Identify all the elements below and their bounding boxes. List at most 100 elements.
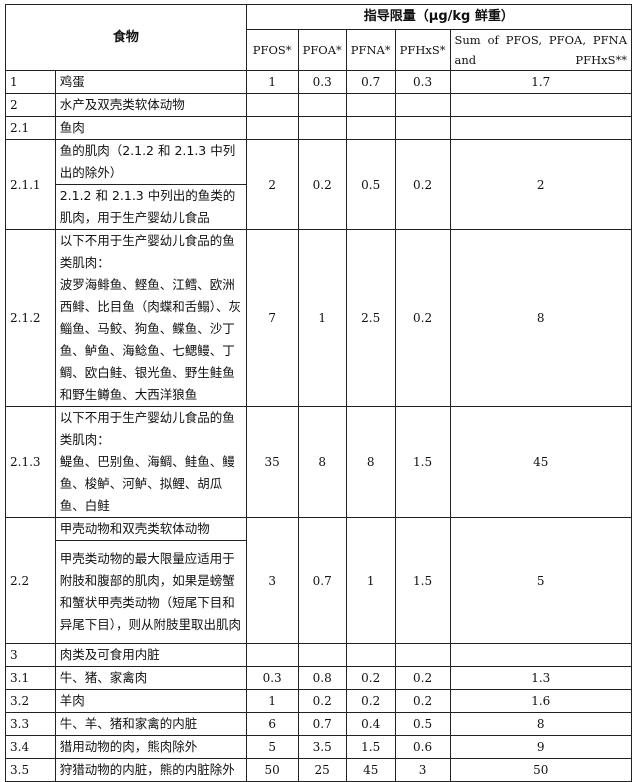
food-name: 水产及双壳类软体动物 bbox=[54, 93, 247, 117]
col-pfoa: PFOA* bbox=[297, 29, 347, 71]
food-name: 以下不用于生产婴幼儿食品的鱼类肌肉： bbox=[59, 233, 235, 270]
value-cell: 0.2 bbox=[394, 229, 451, 407]
value-cell: 3.5 bbox=[297, 735, 347, 759]
table-row: 2.1 鱼肉 bbox=[5, 116, 632, 140]
value-cell: 0.2 bbox=[345, 689, 396, 713]
food-name: 肉类及可食用内脏 bbox=[54, 643, 247, 667]
value-cell: 2 bbox=[449, 139, 632, 230]
value-cell: 1 bbox=[245, 70, 299, 94]
value-cell: 9 bbox=[449, 735, 632, 759]
table-row: 3.4 猎用动物的肉，熊肉除外 5 3.5 1.5 0.6 9 bbox=[5, 735, 632, 759]
limit-header: 指导限量（μg/kg 鲜重） bbox=[245, 4, 632, 30]
value-cell: 5 bbox=[245, 735, 299, 759]
food-name: 鱼的肌肉（2.1.2 和 2.1.3 中列出的除外） bbox=[54, 139, 247, 185]
row-id: 2.1.2 bbox=[5, 229, 56, 407]
value-cell: 3 bbox=[245, 517, 299, 644]
value-cell: 25 bbox=[297, 758, 347, 782]
value-cell: 1.5 bbox=[394, 517, 451, 644]
food-name: 牛、羊、猪和家禽的内脏 bbox=[54, 712, 247, 736]
value-cell: 0.2 bbox=[394, 689, 451, 713]
value-cell: 0.8 bbox=[297, 666, 347, 690]
food-name: 鱼肉 bbox=[54, 116, 247, 140]
value-cell: 0.5 bbox=[394, 712, 451, 736]
food-name: 羊肉 bbox=[54, 689, 247, 713]
food-header: 食物 bbox=[5, 4, 247, 71]
value-cell bbox=[449, 116, 632, 140]
value-cell bbox=[345, 93, 396, 117]
row-id: 2.2 bbox=[5, 517, 56, 644]
value-cell: 1 bbox=[245, 689, 299, 713]
value-cell: 1.5 bbox=[394, 406, 451, 518]
value-cell: 50 bbox=[245, 758, 299, 782]
value-cell bbox=[394, 116, 451, 140]
value-cell bbox=[345, 643, 396, 667]
value-cell: 1.5 bbox=[345, 735, 396, 759]
col-pfos: PFOS* bbox=[245, 29, 299, 71]
food-name-detail: 2.1.2 和 2.1.3 中列出的鱼类的肌肉，用于生产婴幼儿食品 bbox=[54, 184, 247, 230]
value-cell bbox=[345, 116, 396, 140]
value-cell: 45 bbox=[345, 758, 396, 782]
value-cell: 8 bbox=[449, 229, 632, 407]
table-row: 3.5 狩猎动物的内脏，熊的内脏除外 50 25 45 3 50 bbox=[5, 758, 632, 782]
value-cell: 1.6 bbox=[449, 689, 632, 713]
value-cell: 5 bbox=[449, 517, 632, 644]
value-cell bbox=[394, 93, 451, 117]
food-name-detail: 甲壳类动物的最大限量应适用于附肢和腹部的肌肉，如果是螃蟹和蟹状甲壳类动物（短尾下… bbox=[54, 540, 247, 644]
table-row: 2 水产及双壳类软体动物 bbox=[5, 93, 632, 117]
limits-table: 食物 指导限量（μg/kg 鲜重） PFOS* PFOA* PFNA* PFHx… bbox=[5, 4, 632, 782]
food-name-detail: 鳀鱼、巴别鱼、海鲷、鲑鱼、鳗鱼、梭鲈、河鲈、拟鲤、胡瓜鱼、白鲑 bbox=[59, 454, 235, 513]
value-cell: 0.7 bbox=[345, 70, 396, 94]
row-id: 3.1 bbox=[5, 666, 56, 690]
food-name: 以下不用于生产婴幼儿食品的鱼类肌肉： 鳀鱼、巴别鱼、海鲷、鲑鱼、鳗鱼、梭鲈、河鲈、… bbox=[54, 406, 247, 518]
row-id: 2.1.1 bbox=[5, 139, 56, 230]
food-name-detail: 波罗海鲱鱼、鲣鱼、江鳕、欧洲西鲱、比目鱼（肉蝶和舌鳎）、灰鲻鱼、马鲛、狗鱼、鲽鱼… bbox=[59, 277, 241, 402]
row-id: 1 bbox=[5, 70, 56, 94]
row-id: 3.4 bbox=[5, 735, 56, 759]
value-cell bbox=[449, 643, 632, 667]
value-cell: 0.6 bbox=[394, 735, 451, 759]
col-pfhxs: PFHxS* bbox=[394, 29, 451, 71]
col-pfna: PFNA* bbox=[345, 29, 396, 71]
value-cell: 0.2 bbox=[297, 689, 347, 713]
table-row: 2.1.2 以下不用于生产婴幼儿食品的鱼类肌肉： 波罗海鲱鱼、鲣鱼、江鳕、欧洲西鲱、… bbox=[5, 229, 632, 407]
value-cell bbox=[297, 93, 347, 117]
value-cell: 35 bbox=[245, 406, 299, 518]
row-id: 3 bbox=[5, 643, 56, 667]
value-cell: 0.7 bbox=[297, 517, 347, 644]
value-cell: 0.2 bbox=[394, 139, 451, 230]
value-cell: 2 bbox=[245, 139, 299, 230]
value-cell: 8 bbox=[297, 406, 347, 518]
value-cell bbox=[297, 116, 347, 140]
value-cell bbox=[245, 643, 299, 667]
value-cell bbox=[297, 643, 347, 667]
food-name: 狩猎动物的内脏，熊的内脏除外 bbox=[54, 758, 247, 782]
value-cell: 8 bbox=[345, 406, 396, 518]
value-cell: 1.7 bbox=[449, 70, 632, 94]
value-cell bbox=[394, 643, 451, 667]
value-cell: 8 bbox=[449, 712, 632, 736]
food-name: 猎用动物的肉，熊肉除外 bbox=[54, 735, 247, 759]
table-subrow: 2.1.2 和 2.1.3 中列出的鱼类的肌肉，用于生产婴幼儿食品 bbox=[6, 184, 632, 230]
value-cell bbox=[449, 93, 632, 117]
row-id: 2.1.3 bbox=[5, 406, 56, 518]
value-cell: 0.3 bbox=[245, 666, 299, 690]
row-id: 2 bbox=[5, 93, 56, 117]
table-subrow: 甲壳类动物的最大限量应适用于附肢和腹部的肌肉，如果是螃蟹和蟹状甲壳类动物（短尾下… bbox=[6, 540, 632, 644]
value-cell: 45 bbox=[449, 406, 632, 518]
col-sum: Sum of PFOS, PFOA, PFNA and PFHxS** bbox=[449, 29, 632, 71]
table-row: 2.1.1 鱼的肌肉（2.1.2 和 2.1.3 中列出的除外） 2 0.2 0.5 0.… bbox=[5, 139, 632, 230]
food-name: 牛、猪、家禽肉 bbox=[54, 666, 247, 690]
value-cell: 0.3 bbox=[297, 70, 347, 94]
table-row: 3.1 牛、猪、家禽肉 0.3 0.8 0.2 0.2 1.3 bbox=[5, 666, 632, 690]
value-cell: 0.3 bbox=[394, 70, 451, 94]
food-name: 以下不用于生产婴幼儿食品的鱼类肌肉： 波罗海鲱鱼、鲣鱼、江鳕、欧洲西鲱、比目鱼（肉… bbox=[54, 229, 247, 407]
table-row: 2.2 甲壳动物和双壳类软体动物 3 0.7 1 1.5 5 bbox=[5, 517, 632, 644]
value-cell: 0.7 bbox=[297, 712, 347, 736]
value-cell: 2.5 bbox=[345, 229, 396, 407]
row-id: 3.3 bbox=[5, 712, 56, 736]
row-id: 3.2 bbox=[5, 689, 56, 713]
value-cell: 0.2 bbox=[394, 666, 451, 690]
value-cell bbox=[245, 116, 299, 140]
food-name: 鸡蛋 bbox=[54, 70, 247, 94]
table-row: 3.3 牛、羊、猪和家禽的内脏 6 0.7 0.4 0.5 8 bbox=[5, 712, 632, 736]
